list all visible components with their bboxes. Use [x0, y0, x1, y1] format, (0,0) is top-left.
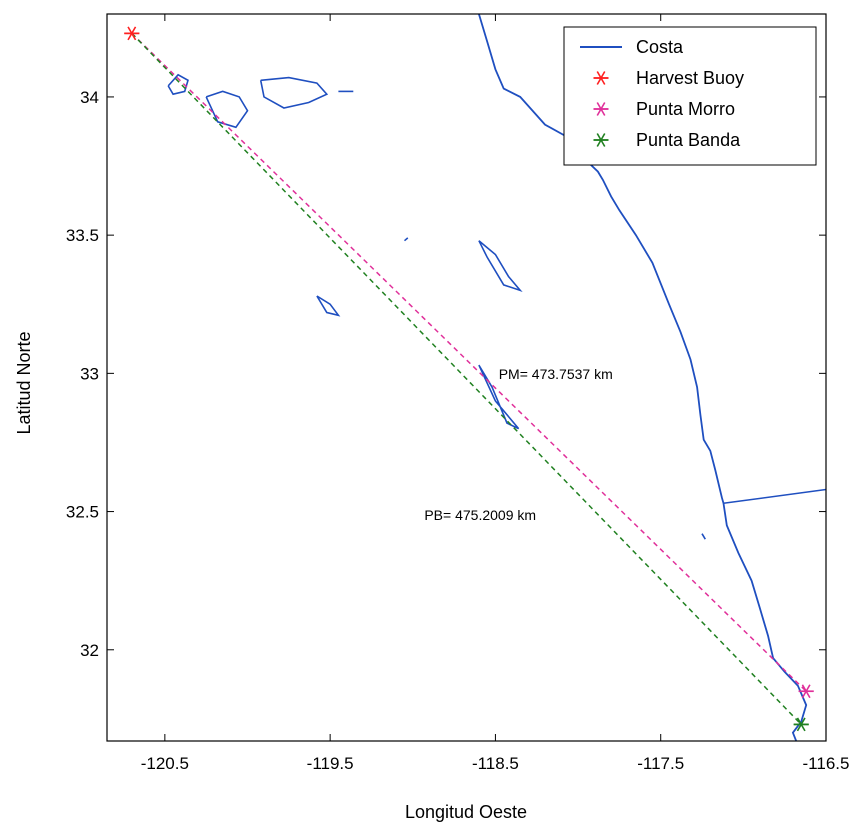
y-axis-title: Latitud Norte: [14, 331, 34, 434]
x-tick-label: -116.5: [803, 754, 850, 773]
y-tick-label: 33: [80, 364, 99, 383]
legend-swatch: [593, 71, 609, 85]
legend-label: Punta Banda: [636, 130, 741, 150]
marker-punta-morro: [798, 684, 814, 699]
legend-label: Punta Morro: [636, 99, 735, 119]
border-line: [723, 488, 826, 505]
legend: Costa Harvest Buoy Punta Morro Punta Banda: [563, 26, 817, 166]
plot-frame: [106, 13, 827, 742]
route-line-1: [131, 32, 802, 725]
x-tick-label: -118.5: [472, 754, 519, 773]
routes-layer: PM= 473.7537 km PB= 475.2009 km: [131, 32, 807, 725]
route-label-1: PB= 475.2009 km: [424, 507, 536, 523]
legend-box: [563, 26, 817, 166]
route-label-0: PM= 473.7537 km: [499, 366, 613, 382]
island-san-clemente: [478, 364, 520, 430]
legend-label: Costa: [636, 37, 684, 57]
x-tick-label: -119.5: [307, 754, 354, 773]
x-tick-label: -117.5: [637, 754, 684, 773]
legend-item-costa: Costa: [580, 37, 684, 57]
x-axis-title: Longitud Oeste: [405, 802, 527, 822]
legend-label: Harvest Buoy: [636, 68, 744, 88]
island-santa-catalina: [478, 240, 523, 293]
marker-punta-banda: [793, 717, 809, 732]
legend-swatch: [593, 102, 609, 116]
x-tick-label: -120.5: [141, 754, 189, 773]
legend-item-punta-morro: Punta Morro: [593, 99, 735, 119]
island-santa-rosa: [205, 90, 249, 129]
marker-harvest-buoy: [124, 26, 140, 41]
island-san-nicolas: [316, 295, 341, 317]
island-santa-barbara: [403, 237, 409, 242]
legend-item-harvest-buoy: Harvest Buoy: [593, 68, 744, 88]
markers-layer: [124, 26, 814, 732]
y-tick-label: 32.5: [66, 503, 99, 522]
legend-items: Costa Harvest Buoy Punta Morro Punta Banda: [580, 37, 744, 150]
legend-swatch: [593, 133, 609, 147]
y-tick-label: 34: [80, 88, 99, 107]
route-line-0: [131, 32, 807, 692]
island-santa-cruz: [259, 76, 329, 109]
y-tick-label: 32: [80, 641, 99, 660]
island-coronados: [701, 533, 706, 540]
y-tick-label: 33.5: [66, 226, 99, 245]
ticks-layer: -120.5 -119.5 -118.5 -117.5 -116.5 32 32.5 33 33…: [66, 14, 850, 773]
legend-item-punta-banda: Punta Banda: [593, 130, 741, 150]
